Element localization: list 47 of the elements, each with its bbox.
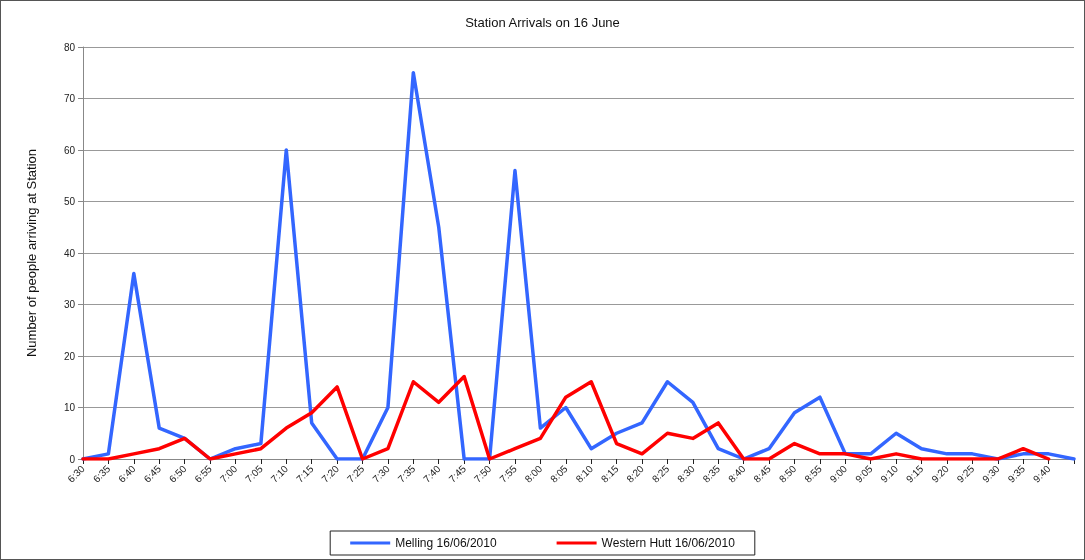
y-tick-label: 60 xyxy=(63,144,76,156)
x-tick-label: 6:55 xyxy=(192,462,215,485)
chart-title: Station Arrivals on 16 June xyxy=(465,15,620,30)
x-tick-label: 6:45 xyxy=(141,462,164,485)
y-tick-label: 80 xyxy=(63,41,76,53)
x-tick-label: 7:10 xyxy=(268,462,291,485)
x-tick-label: 7:50 xyxy=(471,462,494,485)
x-tick-label: 7:30 xyxy=(370,462,393,485)
legend-label: Western Hutt 16/06/2010 xyxy=(601,536,736,550)
x-tick-label: 7:15 xyxy=(294,462,316,485)
x-tick-label: 6:40 xyxy=(116,462,139,485)
x-tick-label: 7:20 xyxy=(319,462,342,485)
x-tick-label: 7:25 xyxy=(344,462,367,485)
y-tick-label: 10 xyxy=(63,402,76,413)
x-tick-label: 7:40 xyxy=(421,462,443,485)
y-tick-label: 50 xyxy=(63,196,76,207)
x-tick-label: 8:20 xyxy=(624,462,647,485)
x-tick-label: 6:35 xyxy=(90,462,113,485)
x-tick-label: 8:45 xyxy=(751,462,774,485)
x-tick-label: 9:30 xyxy=(980,462,1002,485)
y-tick-label: 70 xyxy=(63,93,76,104)
x-tick-label: 8:40 xyxy=(726,462,748,485)
x-tick-label: 8:50 xyxy=(776,462,799,485)
x-tick-label: 8:05 xyxy=(548,462,570,485)
x-tick-label: 8:00 xyxy=(522,462,545,485)
x-tick-label: 9:00 xyxy=(827,462,850,485)
x-tick-label: 9:40 xyxy=(1030,462,1053,485)
x-tick-label: 8:30 xyxy=(675,462,698,485)
x-tick-label: 9:10 xyxy=(878,462,901,485)
x-tick-label: 8:35 xyxy=(700,462,723,485)
legend-label: Melling 16/06/2010 xyxy=(395,536,497,550)
y-axis-title: Number of people arriving at Station xyxy=(24,148,39,358)
x-tick-label: 7:45 xyxy=(446,462,469,485)
x-tick-label: 8:10 xyxy=(573,462,596,485)
x-tick-label: 7:35 xyxy=(395,462,418,485)
x-tick-label: 6:50 xyxy=(167,462,189,485)
x-tick-label: 7:55 xyxy=(497,462,520,485)
line-series xyxy=(81,374,1051,461)
x-tick-label: 8:55 xyxy=(802,462,825,485)
x-tick-label: 7:00 xyxy=(217,462,240,485)
x-tick-label: 6:30 xyxy=(65,462,88,485)
y-tick-label: 20 xyxy=(63,350,76,362)
y-tick-label: 40 xyxy=(63,247,76,259)
x-tick-label: 7:05 xyxy=(243,462,266,485)
y-tick-label: 0 xyxy=(69,453,76,465)
y-tick-label: 30 xyxy=(63,299,76,310)
x-tick-label: 9:20 xyxy=(929,462,952,485)
